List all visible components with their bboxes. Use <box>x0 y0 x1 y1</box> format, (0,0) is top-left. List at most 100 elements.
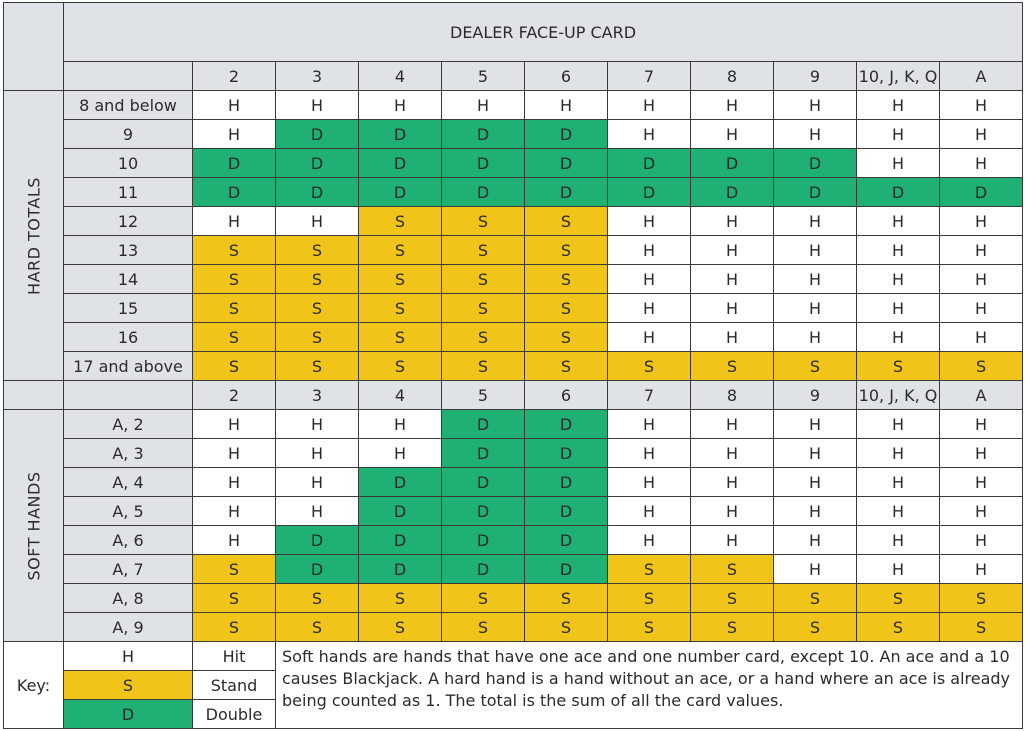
action-cell: H <box>358 409 442 439</box>
action-cell: S <box>607 351 691 381</box>
dealer-card-header: 3 <box>275 61 359 91</box>
action-cell: H <box>773 496 857 526</box>
action-cell: S <box>938 351 1024 381</box>
action-cell: H <box>690 90 774 120</box>
action-cell: H <box>275 206 359 236</box>
dealer-card-header: 10, J, K, Q <box>856 380 940 410</box>
action-cell: D <box>358 177 442 207</box>
action-cell: H <box>690 119 774 149</box>
player-hand-label: 15 <box>63 293 193 323</box>
action-cell: H <box>856 264 940 294</box>
action-cell: S <box>524 612 608 642</box>
soft-section-label: SOFT HANDS <box>3 409 64 642</box>
action-cell: H <box>690 409 774 439</box>
action-cell: H <box>938 206 1024 236</box>
player-hand-label: A, 2 <box>63 409 193 439</box>
action-cell: S <box>524 351 608 381</box>
action-cell: S <box>358 293 442 323</box>
action-cell: S <box>856 612 940 642</box>
action-cell: H <box>856 554 940 584</box>
action-cell: S <box>192 293 276 323</box>
action-cell: H <box>607 90 691 120</box>
action-cell: H <box>938 525 1024 555</box>
key-meaning: Double <box>192 699 276 729</box>
action-cell: S <box>441 235 525 265</box>
action-cell: S <box>358 322 442 352</box>
header-blank-cell <box>3 380 64 410</box>
key-meaning: Hit <box>192 641 276 671</box>
action-cell: S <box>192 554 276 584</box>
action-cell: S <box>690 583 774 613</box>
action-cell: D <box>441 496 525 526</box>
action-cell: S <box>690 612 774 642</box>
key-meaning: Stand <box>192 670 276 700</box>
player-hand-label: 9 <box>63 119 193 149</box>
hard-row: 12 H H S S S H H H H H <box>4 206 1024 236</box>
action-cell: H <box>690 322 774 352</box>
action-cell: D <box>441 409 525 439</box>
action-cell: D <box>192 177 276 207</box>
action-cell: S <box>441 351 525 381</box>
header-blank-cell <box>63 61 193 91</box>
player-hand-label: A, 9 <box>63 612 193 642</box>
action-cell: S <box>773 351 857 381</box>
action-cell: S <box>524 264 608 294</box>
action-cell: S <box>441 264 525 294</box>
action-cell: H <box>275 409 359 439</box>
action-cell: D <box>441 148 525 178</box>
action-cell: H <box>607 438 691 468</box>
player-hand-label: A, 5 <box>63 496 193 526</box>
action-cell: D <box>524 409 608 439</box>
hard-row: 17 and above S S S S S S S S S S <box>4 351 1024 381</box>
action-cell: D <box>441 467 525 497</box>
action-cell: H <box>690 438 774 468</box>
action-cell: H <box>607 264 691 294</box>
player-hand-label: 12 <box>63 206 193 236</box>
hard-section-label: HARD TOTALS <box>3 90 64 381</box>
action-cell: S <box>856 583 940 613</box>
action-cell: S <box>275 351 359 381</box>
dealer-card-header: 10, J, K, Q <box>856 61 940 91</box>
action-cell: D <box>358 148 442 178</box>
action-cell: S <box>358 206 442 236</box>
hard-row: 11 D D D D D D D D D D <box>4 177 1024 207</box>
player-hand-label: 10 <box>63 148 193 178</box>
key-note: Soft hands are hands that have one ace a… <box>274 641 1024 729</box>
action-cell: D <box>524 438 608 468</box>
action-cell: D <box>358 496 442 526</box>
action-cell: H <box>524 90 608 120</box>
action-cell: S <box>524 583 608 613</box>
action-cell: D <box>275 119 359 149</box>
action-cell: H <box>856 206 940 236</box>
action-cell: H <box>275 496 359 526</box>
key-swatch: H <box>63 641 193 671</box>
action-cell: H <box>773 293 857 323</box>
action-cell: H <box>690 264 774 294</box>
action-cell: H <box>773 467 857 497</box>
action-cell: H <box>690 467 774 497</box>
player-hand-label: A, 7 <box>63 554 193 584</box>
player-hand-label: 13 <box>63 235 193 265</box>
player-hand-label: 14 <box>63 264 193 294</box>
action-cell: S <box>607 583 691 613</box>
action-cell: S <box>441 293 525 323</box>
action-cell: D <box>690 148 774 178</box>
action-cell: H <box>607 293 691 323</box>
hard-row: 16 S S S S S H H H H H <box>4 322 1024 352</box>
action-cell: S <box>441 612 525 642</box>
action-cell: S <box>358 583 442 613</box>
dealer-card-header: 2 <box>192 380 276 410</box>
action-cell: H <box>856 409 940 439</box>
action-cell: S <box>192 612 276 642</box>
action-cell: H <box>938 90 1024 120</box>
action-cell: S <box>275 264 359 294</box>
action-cell: S <box>690 554 774 584</box>
action-cell: H <box>358 438 442 468</box>
